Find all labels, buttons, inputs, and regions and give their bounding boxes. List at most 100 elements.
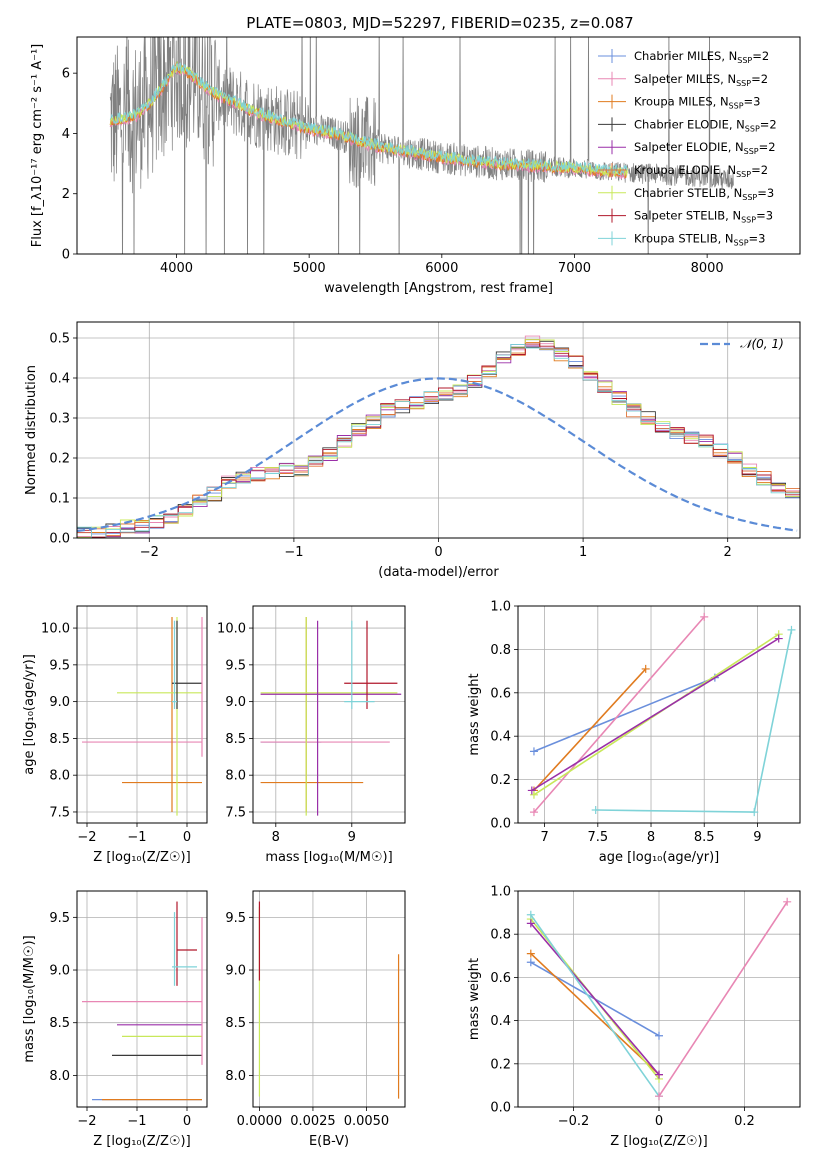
legend-entry-kroupa_elodie: Kroupa ELODIE, NSSP=2 [634, 163, 768, 179]
y-tick-label: 8.0 [49, 1069, 70, 1084]
axes-frame [76, 890, 208, 1108]
x-tick-label: 7 [540, 830, 548, 845]
age-vs-z-plot-area [82, 617, 203, 816]
y-tick-label: 2 [62, 187, 70, 202]
x-axis-label: Z [log₁₀(Z/Z☉)] [93, 1134, 190, 1149]
y-tick-label: 0.0 [490, 817, 511, 832]
x-tick-label: 5000 [293, 261, 326, 276]
y-tick-label: 0.1 [49, 492, 70, 507]
x-tick-label: 6000 [425, 261, 458, 276]
model-spectrum-kroupa_stelib [109, 62, 628, 176]
histogram-panel: −2 −1 0 1 2 0.0 0.1 0.2 0.3 0.4 0.5 (data-model)/er… [24, 321, 801, 580]
point-marker-salpeter_miles [783, 897, 792, 906]
x-tick-label: 8 [647, 830, 655, 845]
y-tick-label: 8.5 [225, 1016, 246, 1031]
y-tick-label: 10.0 [217, 622, 246, 637]
y-tick-label: 8.5 [49, 1016, 70, 1031]
y-tick-label: 9.0 [49, 964, 70, 979]
y-tick-label: 0.2 [490, 773, 511, 788]
x-tick-label: 2 [724, 545, 732, 560]
y-tick-label: 1.0 [490, 885, 511, 900]
age-vs-mass-panel: 8 9 7.5 8.0 8.5 9.0 9.5 10.0 mass [log₁₀(M/M☉)] [217, 605, 406, 865]
y-tick-label: 8.0 [49, 769, 70, 784]
y-tick-label: 9.0 [225, 964, 246, 979]
histogram-plot-area [77, 335, 800, 538]
point-marker-chabrier_miles [526, 958, 535, 967]
legend-entry-kroupa_miles: Kroupa MILES, NSSP=3 [634, 95, 760, 111]
y-tick-label: 8.5 [49, 732, 70, 747]
y-tick-label: 9.5 [225, 911, 246, 926]
point-marker-kroupa_miles [526, 949, 535, 958]
series-line-salpeter_elodie [530, 922, 660, 1076]
series-line-kroupa_stelib [530, 914, 660, 1097]
x-tick-label: 8.5 [694, 830, 715, 845]
x-tick-label: 8 [272, 830, 280, 845]
legend-entry-chabrier_miles: Chabrier MILES, NSSP=2 [634, 49, 769, 65]
point-marker-salpeter_elodie [655, 1070, 663, 1079]
y-tick-label: 0 [62, 248, 70, 263]
y-axis-label: Flux [f_λ10⁻¹⁷ erg cm⁻² s⁻¹ A⁻¹] [30, 44, 45, 248]
x-tick-label: 9 [753, 830, 761, 845]
y-tick-label: 4 [62, 127, 70, 142]
x-tick-label: 0.0000 [237, 1114, 283, 1129]
spectrum-legend: Chabrier MILES, NSSP=2 Salpeter MILES, NS… [598, 49, 777, 247]
y-tick-label: 8.0 [225, 1069, 246, 1084]
point-marker-kroupa_stelib [750, 808, 759, 817]
age-vs-mass-plot-area [260, 617, 402, 816]
gaussian-curve [77, 377, 798, 533]
series-line-salpeter_miles [658, 901, 788, 1097]
y-tick-label: 9.0 [49, 695, 70, 710]
legend-entry-chabrier_stelib: Chabrier STELIB, NSSP=3 [634, 186, 774, 202]
y-axis-label: mass [log₁₀(M/M☉)] [22, 935, 37, 1062]
mw-vs-age-plot-area [527, 612, 796, 817]
x-tick-label: 0 [655, 1114, 663, 1129]
x-tick-label: 0.0025 [290, 1114, 336, 1129]
y-tick-label: 9.0 [225, 695, 246, 710]
series-line-kroupa_miles [533, 668, 647, 792]
legend-entry-gaussian: 𝒩(0, 1) [740, 337, 784, 351]
x-axis-label: mass [log₁₀(M/M☉)] [265, 850, 392, 865]
age-vs-z-panel: −2 −1 0 7.5 8.0 8.5 9.0 9.5 10.0 Z [log₁₀(Z/Z☉)] a… [22, 605, 208, 865]
y-tick-label: 1.0 [490, 600, 511, 615]
point-marker-chabrier_miles [655, 1031, 663, 1040]
y-tick-label: 0.8 [490, 928, 511, 943]
y-tick-label: 10.0 [41, 622, 70, 637]
data-spectrum [109, 37, 734, 254]
x-axis-label: wavelength [Angstrom, rest frame] [324, 281, 553, 296]
y-tick-label: 0.4 [490, 730, 511, 745]
y-tick-label: 0.8 [490, 643, 511, 658]
y-tick-label: 0.6 [490, 686, 511, 701]
x-tick-label: 0 [434, 545, 442, 560]
x-axis-label: age [log₁₀(age/yr)] [599, 850, 720, 865]
mass-vs-z-panel: −2 −1 0 8.0 8.5 9.0 9.5 Z [log₁₀(Z/Z☉)] mass [lo… [22, 890, 208, 1149]
x-tick-label: −0.2 [558, 1114, 590, 1129]
axes-frame [76, 321, 801, 539]
y-tick-label: 0.4 [49, 372, 70, 387]
hist-step-salpeter_stelib [77, 343, 800, 538]
legend-entry-salpeter_stelib: Salpeter STELIB, NSSP=3 [634, 209, 773, 225]
mass-vs-ebv-plot-area [258, 901, 400, 1099]
legend-entry-salpeter_elodie: Salpeter ELODIE, NSSP=2 [634, 140, 776, 156]
axes-frame [76, 605, 208, 824]
y-axis-label: mass weight [467, 673, 482, 755]
x-tick-label: −2 [77, 830, 96, 845]
x-tick-label: −1 [127, 830, 146, 845]
x-axis-label: Z [log₁₀(Z/Z☉)] [610, 1134, 707, 1149]
y-tick-label: 7.5 [225, 805, 246, 820]
x-tick-label: 7000 [558, 261, 591, 276]
y-tick-label: 9.5 [49, 658, 70, 673]
y-axis-label: age [log₁₀(age/yr)] [22, 654, 37, 775]
x-tick-label: 0.0050 [344, 1114, 390, 1129]
axes-frame [252, 890, 406, 1108]
legend-entry-salpeter_miles: Salpeter MILES, NSSP=2 [634, 72, 768, 88]
point-marker-salpeter_miles [529, 808, 538, 817]
x-tick-label: 0 [183, 1114, 191, 1129]
figure-title: PLATE=0803, MJD=52297, FIBERID=0235, z=0… [246, 14, 633, 32]
legend-entry-kroupa_stelib: Kroupa STELIB, NSSP=3 [634, 231, 765, 247]
point-marker-salpeter_elodie [526, 919, 535, 928]
y-tick-label: 0.0 [49, 532, 70, 547]
point-marker-salpeter_elodie [527, 786, 536, 795]
y-tick-label: 9.5 [225, 658, 246, 673]
y-tick-label: 0.6 [490, 971, 511, 986]
point-marker-kroupa_miles [641, 664, 650, 673]
